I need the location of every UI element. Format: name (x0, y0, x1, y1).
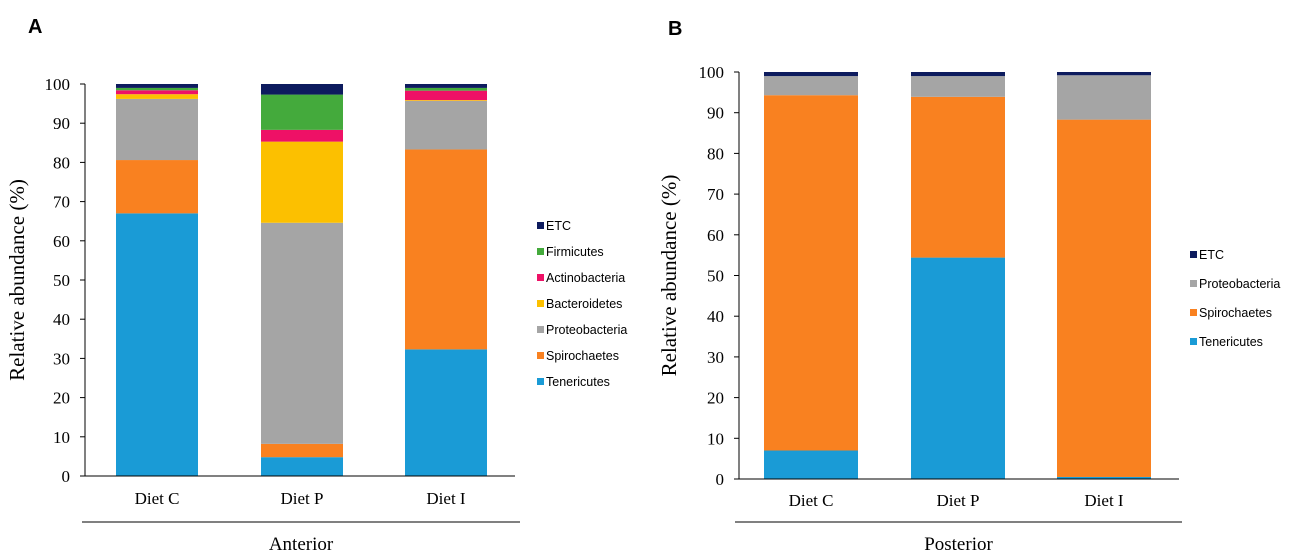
bar-segment-bacteroidetes (261, 141, 343, 223)
group-label: Posterior (924, 534, 993, 554)
y-tick-label: 70 (707, 185, 724, 204)
y-axis-title: Relative abundance (%) (657, 175, 681, 377)
bar-segment-spirochaetes (405, 149, 487, 350)
bar-segment-tenericutes (261, 457, 343, 476)
y-tick-label: 100 (699, 63, 725, 82)
bar-segment-proteobacteria (261, 222, 343, 444)
legend-label: ETC (1199, 248, 1224, 262)
y-axis-title: Relative abundance (%) (5, 179, 29, 381)
bar-segment-actinobacteria (116, 90, 198, 95)
legend-swatch (537, 222, 544, 229)
bar-segment-proteobacteria (911, 76, 1005, 97)
legend-label: Spirochaetes (546, 349, 619, 363)
bar-segment-spirochaetes (764, 95, 858, 451)
legend-label: Firmicutes (546, 245, 604, 259)
legend-label: Tenericutes (1199, 335, 1263, 349)
bar-segment-proteobacteria (1057, 75, 1151, 120)
legend-label: Proteobacteria (1199, 277, 1280, 291)
legend-label: Tenericutes (546, 375, 610, 389)
legend-label: Spirochaetes (1199, 306, 1272, 320)
bar-segment-etc (1057, 72, 1151, 76)
bar-segment-tenericutes (116, 213, 198, 477)
legend-swatch (1190, 251, 1197, 258)
x-category-label: Diet I (426, 489, 466, 508)
bar-segment-spirochaetes (911, 96, 1005, 258)
y-tick-label: 20 (53, 389, 70, 408)
x-category-label: Diet P (937, 491, 980, 510)
bar-segment-tenericutes (1057, 476, 1151, 479)
bar-segment-actinobacteria (405, 90, 487, 101)
x-category-label: Diet C (789, 491, 834, 510)
y-tick-label: 70 (53, 193, 70, 212)
y-tick-label: 30 (707, 348, 724, 367)
y-tick-label: 50 (707, 267, 724, 286)
bar-segment-tenericutes (764, 450, 858, 479)
bar-segment-spirochaetes (1057, 119, 1151, 477)
bar-segment-proteobacteria (116, 98, 198, 161)
legend-swatch (537, 326, 544, 333)
y-tick-label: 80 (707, 144, 724, 163)
legend-label: Proteobacteria (546, 323, 627, 337)
bar-segment-proteobacteria (764, 76, 858, 96)
y-tick-label: 10 (707, 429, 724, 448)
legend-swatch (1190, 280, 1197, 287)
bar-segment-tenericutes (911, 257, 1005, 479)
legend-label: ETC (546, 219, 571, 233)
legend-swatch (537, 300, 544, 307)
group-label: Anterior (269, 534, 334, 554)
y-tick-label: 50 (53, 271, 70, 290)
y-tick-label: 100 (45, 75, 71, 94)
chart-panel-b: B 0 10 20 30 40 50 60 70 80 90 100 Relative abundanc… (657, 18, 1280, 554)
panel-label: A (28, 16, 42, 38)
y-tick-label: 90 (707, 104, 724, 123)
chart-panel-a: A 0 10 20 30 40 50 60 70 80 90 100 Relative abundanc… (5, 16, 627, 554)
y-tick-label: 30 (53, 349, 70, 368)
x-category-label: Diet C (135, 489, 180, 508)
bar-segment-spirochaetes (261, 443, 343, 458)
legend-swatch (537, 352, 544, 359)
y-tick-label: 40 (707, 307, 724, 326)
legend-swatch (1190, 338, 1197, 345)
y-tick-label: 90 (53, 114, 70, 133)
bar-segment-firmicutes (116, 87, 198, 91)
y-tick-label: 0 (716, 470, 725, 489)
y-tick-label: 60 (53, 232, 70, 251)
panel-label: B (668, 18, 682, 40)
legend-label: Actinobacteria (546, 271, 625, 285)
x-category-label: Diet P (281, 489, 324, 508)
y-tick-label: 40 (53, 310, 70, 329)
bar-segment-firmicutes (405, 87, 487, 91)
bar-segment-firmicutes (261, 94, 343, 130)
bar-segment-proteobacteria (405, 100, 487, 150)
y-tick-label: 80 (53, 153, 70, 172)
y-tick-label: 10 (53, 428, 70, 447)
bar-segment-etc (911, 72, 1005, 77)
legend-swatch (1190, 309, 1197, 316)
y-tick-label: 0 (62, 467, 71, 486)
bar-segment-spirochaetes (116, 160, 198, 214)
bar-segment-bacteroidetes (405, 100, 487, 101)
y-tick-label: 60 (707, 226, 724, 245)
legend-swatch (537, 274, 544, 281)
bar-segment-etc (261, 84, 343, 95)
bar-segment-etc (405, 84, 487, 88)
bar-segment-etc (764, 72, 858, 77)
bar-segment-actinobacteria (261, 129, 343, 142)
bar-segment-bacteroidetes (116, 94, 198, 99)
x-category-label: Diet I (1084, 491, 1124, 510)
legend-label: Bacteroidetes (546, 297, 622, 311)
bar-segment-tenericutes (405, 349, 487, 476)
legend-swatch (537, 378, 544, 385)
legend-swatch (537, 248, 544, 255)
bar-segment-etc (116, 84, 198, 88)
y-tick-label: 20 (707, 389, 724, 408)
